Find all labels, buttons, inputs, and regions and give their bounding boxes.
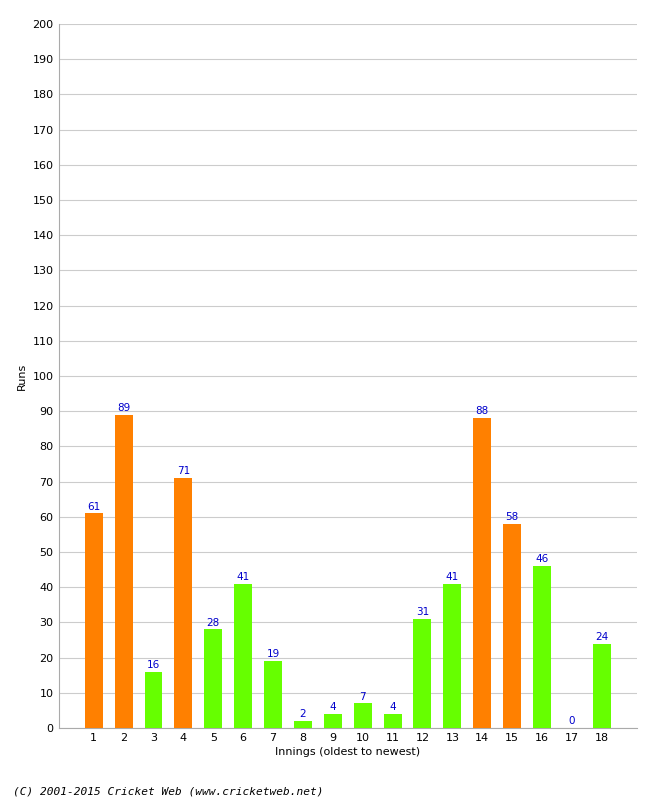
Text: 24: 24 [595,632,608,642]
Bar [443,584,461,728]
Text: 46: 46 [536,554,549,564]
Bar [324,714,342,728]
Text: 31: 31 [416,607,429,617]
Text: 4: 4 [330,702,336,712]
Text: 16: 16 [147,660,160,670]
Bar [593,643,611,728]
Text: 41: 41 [446,572,459,582]
Bar [294,721,312,728]
Bar [413,619,432,728]
X-axis label: Innings (oldest to newest): Innings (oldest to newest) [275,747,421,757]
Y-axis label: Runs: Runs [17,362,27,390]
Text: 89: 89 [117,403,130,413]
Text: 88: 88 [476,406,489,417]
Text: 19: 19 [266,650,280,659]
Bar [503,524,521,728]
Bar [533,566,551,728]
Bar [174,478,192,728]
Text: 2: 2 [300,709,306,719]
Bar [473,418,491,728]
Text: (C) 2001-2015 Cricket Web (www.cricketweb.net): (C) 2001-2015 Cricket Web (www.cricketwe… [13,786,324,796]
Text: 41: 41 [237,572,250,582]
Bar [264,661,282,728]
Text: 0: 0 [569,716,575,726]
Text: 71: 71 [177,466,190,476]
Bar [354,703,372,728]
Text: 58: 58 [506,512,519,522]
Bar [234,584,252,728]
Bar [114,414,133,728]
Bar [204,630,222,728]
Text: 7: 7 [359,691,366,702]
Text: 4: 4 [389,702,396,712]
Text: 28: 28 [207,618,220,628]
Bar [144,672,162,728]
Text: 61: 61 [87,502,100,511]
Bar [84,514,103,728]
Bar [384,714,402,728]
